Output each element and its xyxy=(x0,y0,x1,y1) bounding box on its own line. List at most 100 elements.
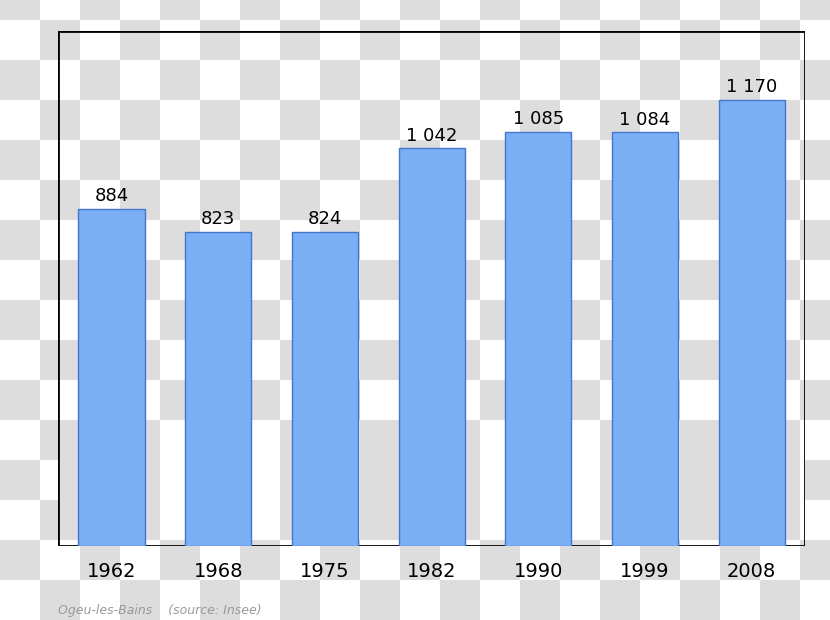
Bar xyxy=(720,300,760,340)
Bar xyxy=(40,300,80,340)
Bar xyxy=(440,420,480,460)
Bar xyxy=(0,60,40,100)
Bar xyxy=(480,100,520,140)
Text: Ogeu-les-Bains    (source: Insee): Ogeu-les-Bains (source: Insee) xyxy=(58,604,261,617)
Bar xyxy=(240,460,280,500)
Bar xyxy=(200,140,240,180)
Bar xyxy=(400,540,440,580)
Bar xyxy=(200,260,240,300)
Bar xyxy=(360,60,400,100)
Bar xyxy=(160,20,200,60)
Bar xyxy=(280,60,320,100)
Bar xyxy=(720,0,760,20)
Bar xyxy=(680,300,720,340)
Bar xyxy=(80,60,120,100)
Bar xyxy=(80,20,120,60)
Bar xyxy=(120,0,160,20)
Bar xyxy=(80,20,120,60)
Bar xyxy=(440,60,480,100)
Bar xyxy=(400,220,440,260)
Bar xyxy=(360,420,400,460)
Bar xyxy=(0,180,40,220)
Bar xyxy=(520,140,560,180)
Bar xyxy=(440,460,480,500)
Bar xyxy=(160,460,200,500)
Bar xyxy=(560,260,600,300)
Bar xyxy=(440,580,480,620)
Bar xyxy=(600,220,640,260)
Bar xyxy=(292,231,358,546)
Bar xyxy=(640,300,680,340)
Bar xyxy=(320,420,360,460)
Bar xyxy=(800,540,830,580)
Bar xyxy=(800,100,830,140)
Bar xyxy=(680,380,720,420)
Bar xyxy=(400,580,440,620)
Bar xyxy=(0,540,40,580)
Bar xyxy=(480,420,520,460)
Bar xyxy=(560,100,600,140)
Bar xyxy=(440,340,480,380)
Bar xyxy=(480,60,520,100)
Bar xyxy=(280,580,320,620)
Bar xyxy=(680,420,720,460)
Bar xyxy=(200,260,240,300)
Bar xyxy=(398,148,465,546)
Bar xyxy=(560,380,600,420)
Bar xyxy=(280,380,320,420)
Bar xyxy=(80,100,120,140)
Bar xyxy=(680,460,720,500)
Bar xyxy=(680,220,720,260)
Text: 1 085: 1 085 xyxy=(513,110,564,128)
Bar xyxy=(520,380,560,420)
Bar xyxy=(80,180,120,220)
Bar xyxy=(160,420,200,460)
Bar xyxy=(200,180,240,220)
Bar xyxy=(800,540,830,580)
Bar xyxy=(640,100,680,140)
Bar xyxy=(720,500,760,540)
Bar xyxy=(520,500,560,540)
Bar xyxy=(600,540,640,580)
Bar xyxy=(600,100,640,140)
Bar xyxy=(200,140,240,180)
Bar xyxy=(400,60,440,100)
Bar xyxy=(240,100,280,140)
Bar xyxy=(680,140,720,180)
Bar xyxy=(320,220,360,260)
Bar xyxy=(120,300,160,340)
Bar xyxy=(680,540,720,580)
Bar xyxy=(640,380,680,420)
Bar xyxy=(560,460,600,500)
Bar xyxy=(640,180,680,220)
Bar xyxy=(760,460,800,500)
Bar xyxy=(720,180,760,220)
Bar xyxy=(600,460,640,500)
Bar xyxy=(185,232,251,546)
Bar xyxy=(480,220,520,260)
Bar xyxy=(800,260,830,300)
Bar xyxy=(520,220,560,260)
Bar xyxy=(240,180,280,220)
Bar xyxy=(320,20,360,60)
Bar xyxy=(120,500,160,540)
Bar xyxy=(680,340,720,380)
Bar xyxy=(600,0,640,20)
Bar xyxy=(640,220,680,260)
Bar xyxy=(160,140,200,180)
Bar xyxy=(560,180,600,220)
Bar xyxy=(440,500,480,540)
Bar xyxy=(600,540,640,580)
Bar xyxy=(520,420,560,460)
Bar xyxy=(520,580,560,620)
Bar xyxy=(320,0,360,20)
Bar xyxy=(800,180,830,220)
Bar xyxy=(280,300,320,340)
Bar xyxy=(280,420,320,460)
Bar xyxy=(720,460,760,500)
Bar xyxy=(560,340,600,380)
Bar xyxy=(720,140,760,180)
Bar xyxy=(560,180,600,220)
Bar xyxy=(120,340,160,380)
Bar xyxy=(240,220,280,260)
